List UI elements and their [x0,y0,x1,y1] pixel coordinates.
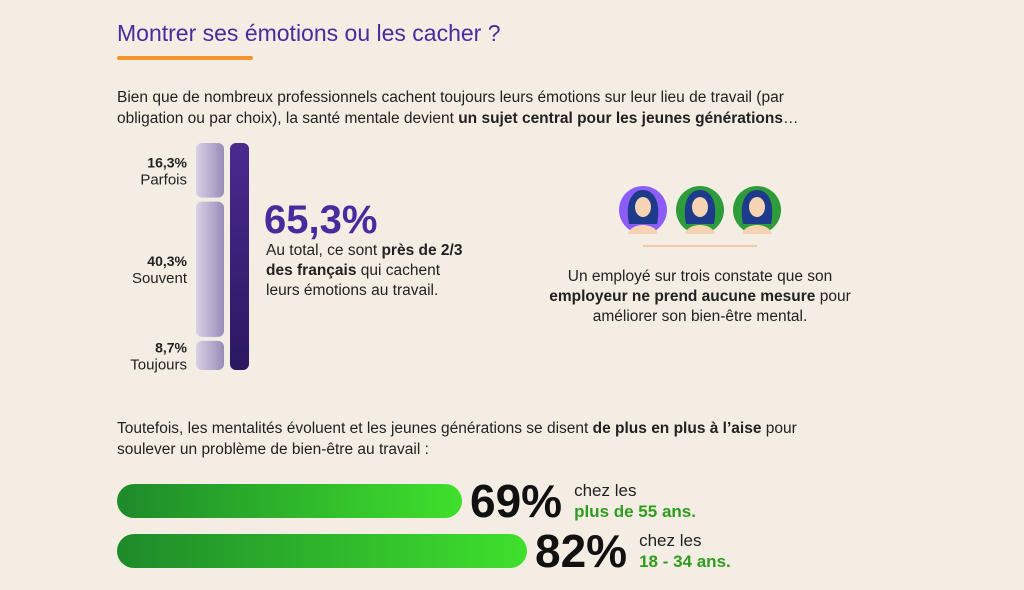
bar-value: 69% [470,475,562,527]
text-segment: Au total, ce sont [266,242,381,259]
text-line: Toutefois, les mentalités évoluent et le… [117,420,797,437]
text-line: leurs émotions au travail. [266,282,438,299]
total-value: 65,3% [264,198,377,242]
text-segment: améliorer son bien-être mental. [593,308,808,325]
percentage-bar [117,484,462,518]
text-segment: Toutefois, les mentalités évoluent et le… [117,420,593,437]
bold-text: près de 2/3 [381,242,462,259]
text-line: soulever un problème de bien-être au tra… [117,441,429,458]
text-segment: soulever un problème de bien-être au tra… [117,441,429,458]
segment-label: Souvent [132,270,188,287]
text-line: Bien que de nombreux professionnels cach… [117,89,784,106]
bold-text: employeur ne prend aucune mesure [549,288,816,305]
text-segment: pour [815,288,850,305]
bar-value: 82% [535,525,627,577]
bar-text: chez les [574,481,636,500]
text-segment: obligation ou par choix), la santé menta… [117,110,458,127]
segment-value: 16,3% [147,154,187,170]
text-segment: … [783,110,799,127]
stack-segment [196,340,224,370]
text-line: Un employé sur trois constate que son [568,268,833,285]
bold-text: des français [266,262,356,279]
text-line: améliorer son bien-être mental. [593,308,808,325]
text-line: Au total, ce sont près de 2/3 [266,242,463,259]
text-line: obligation ou par choix), la santé menta… [117,110,798,127]
bar-highlight: plus de 55 ans. [574,502,696,521]
bold-text: un sujet central pour les jeunes générat… [458,110,783,127]
title-underline [117,56,253,60]
percentage-bar [117,534,527,568]
text-segment: leurs émotions au travail. [266,282,438,299]
segment-value: 8,7% [155,339,187,355]
stack-segment [196,143,224,198]
text-segment: pour [761,420,796,437]
avatars [619,186,781,247]
segment-label: Toujours [130,356,187,373]
segment-value: 40,3% [147,253,187,269]
segment-label: Parfois [140,171,187,188]
text-segment: Un employé sur trois constate que son [568,268,833,285]
total-bar [230,143,249,370]
text-segment: qui cachent [356,262,440,279]
text-segment: Bien que de nombreux professionnels cach… [117,89,784,106]
bar-text: chez les [639,531,701,550]
stack-segment [196,201,224,337]
text-line: employeur ne prend aucune mesure pour [549,288,851,305]
text-line: des français qui cachent [266,262,441,279]
title: Montrer ses émotions ou les cacher ? [117,20,501,46]
bar-highlight: 18 - 34 ans. [639,552,731,571]
bold-text: de plus en plus à l’aise [593,420,762,437]
